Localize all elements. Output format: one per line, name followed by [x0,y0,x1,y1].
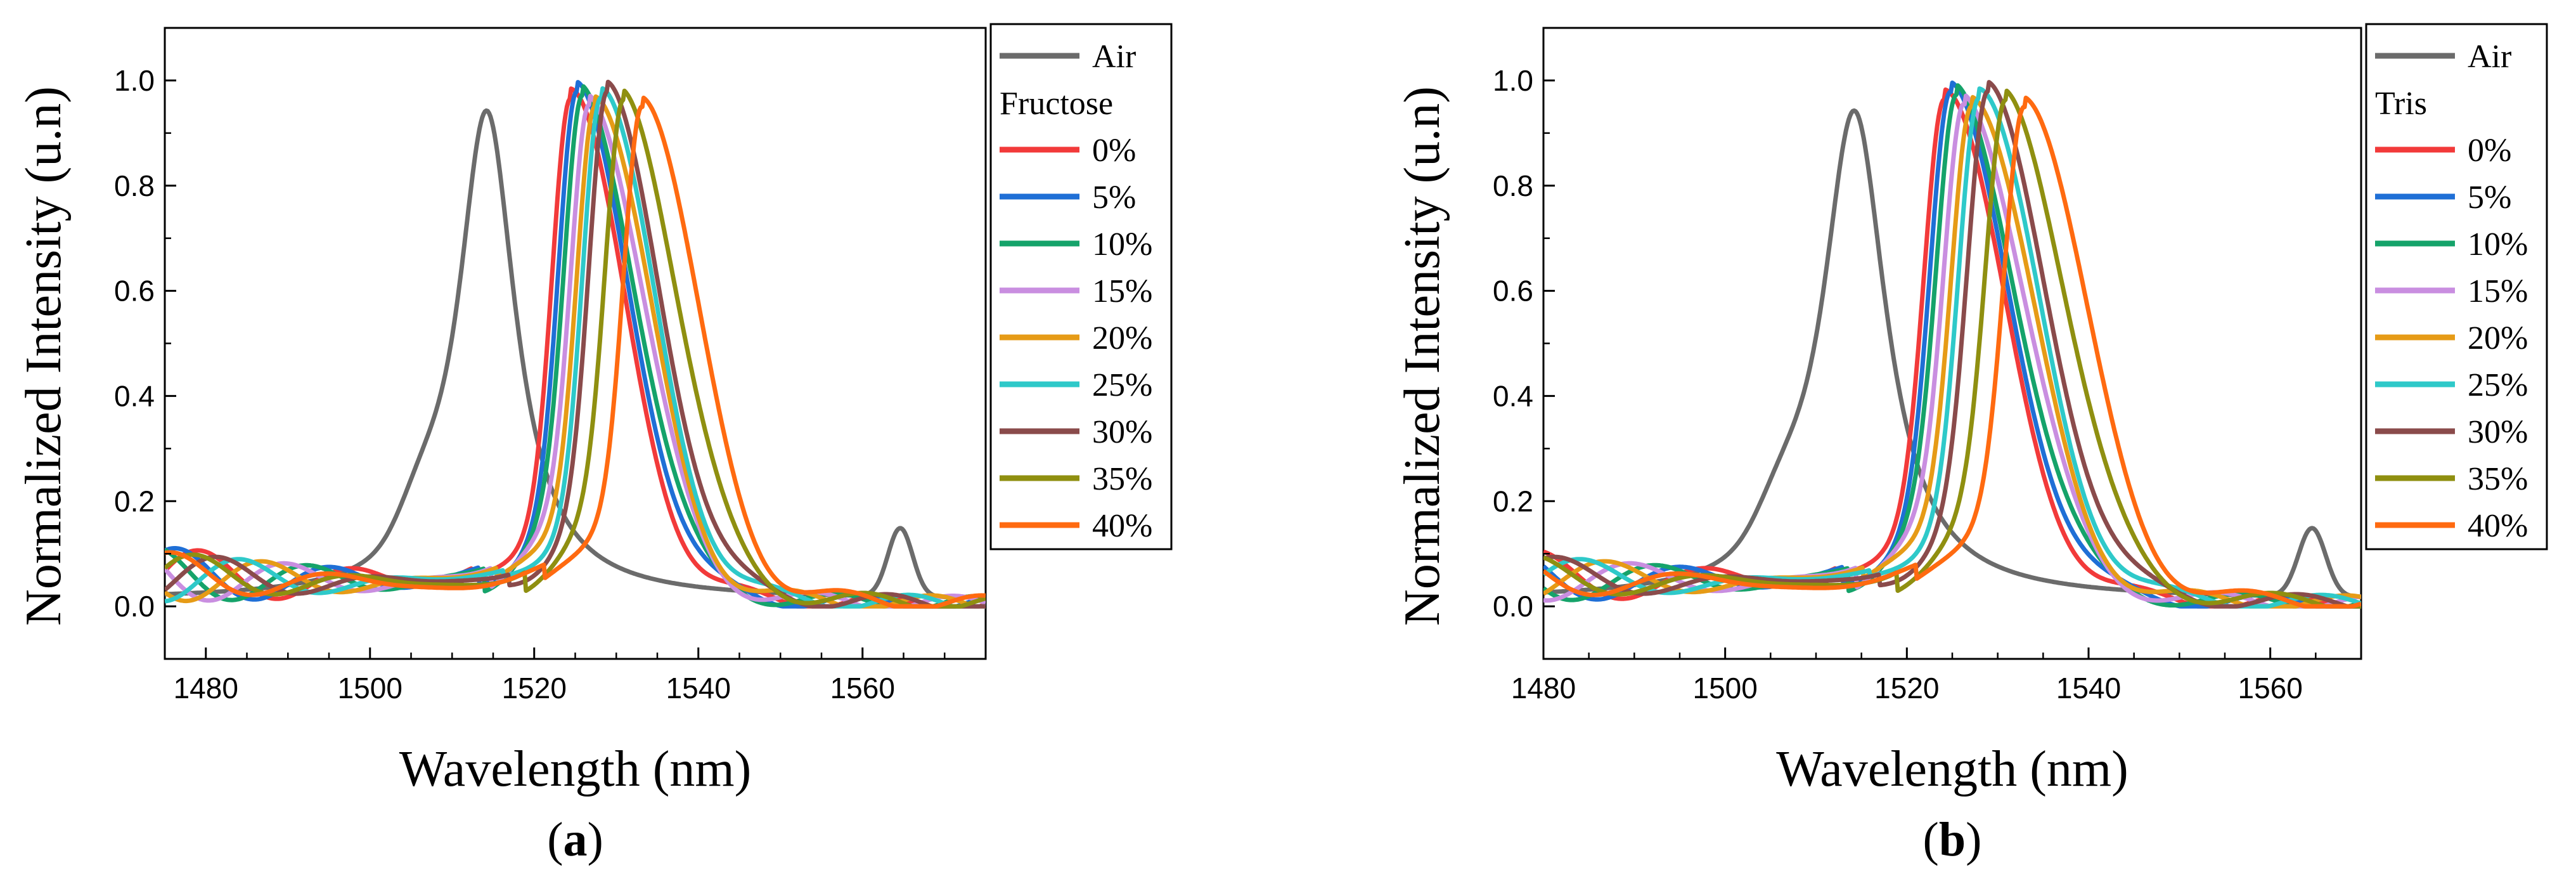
legend-label: 5% [1092,179,1136,216]
panel-b: 1480 1500 1520 1540 1560 0.0 0.2 0.4 0.6 0.8 1.0 Wa… [1394,23,2548,866]
x-tick-label: 1540 [666,672,731,705]
panel-letter: a [564,813,588,866]
y-tick-label: 0.4 [114,379,155,412]
x-tick-label: 1560 [830,672,895,705]
legend-label: 5% [2468,179,2511,216]
x-tick-label: 1480 [174,672,238,705]
legend-label: 20% [1092,320,1152,356]
x-tick-label: 1480 [1511,672,1576,705]
legend-label: 30% [2468,414,2528,450]
x-tick-label: 1500 [338,672,402,705]
panel-label: (a) [547,813,603,866]
legend: Air Fructose 0% 5% 10% 15% 20% 25% 30% 35% 40% [989,23,1173,550]
legend-label: 15% [1092,273,1152,309]
legend-heading: Fructose [1000,86,1113,122]
x-tick-label: 1520 [1874,672,1939,705]
legend-label: Air [1092,39,1136,75]
series-line-40pct [165,95,986,609]
y-tick-label: 0.0 [114,590,155,623]
y-tick-label: 1.0 [1493,64,1533,97]
y-tick-label: 0.8 [114,169,155,202]
y-tick-label: 1.0 [114,64,155,97]
y-axis-title: Normalized Intensity (u.n) [1394,86,1450,626]
legend-label: 20% [2468,320,2528,356]
series-line-30pct [1543,80,2361,609]
series-line-30pct [165,79,986,609]
y-tick-label: 0.6 [114,275,155,308]
series-lines [165,79,986,609]
y-tick-label: 0.0 [1493,590,1533,623]
x-tick-label: 1540 [2056,672,2121,705]
legend-label: 35% [2468,461,2528,497]
y-axis-title: Normalized Intensity (u.n) [16,86,72,626]
series-line-35pct [165,88,986,609]
legend-box [2365,23,2548,550]
x-axis-title: Wavelength (nm) [399,741,752,797]
y-tick-label: 0.4 [1493,379,1533,412]
series-line-35pct [1543,88,2361,609]
legend-label: 10% [2468,226,2528,263]
panel-a: 1480 1500 1520 1540 1560 0.0 0.2 0.4 0.6 0.8 1.0 Wa… [16,23,1173,866]
legend-label: 15% [2468,273,2528,309]
legend-label: Air [2468,39,2511,75]
legend-label: 35% [1092,461,1152,497]
legend-label: 30% [1092,414,1152,450]
panel-label: (b) [1923,813,1982,866]
legend: Air Tris 0% 5% 10% 15% 20% 25% 30% 35% 40% [2365,23,2548,550]
legend-label: 25% [1092,367,1152,403]
x-tick-label: 1520 [502,672,567,705]
series-lines [1543,80,2361,609]
x-tick-label: 1500 [1692,672,1757,705]
x-axis-title: Wavelength (nm) [1776,741,2128,797]
y-tick-label: 0.8 [1493,169,1533,202]
legend-label: 40% [1092,508,1152,544]
x-tick-label: 1560 [2238,672,2302,705]
legend-heading: Tris [2375,86,2427,122]
y-tick-label: 0.2 [114,485,155,517]
legend-label: 25% [2468,367,2528,403]
legend-label: 40% [2468,508,2528,544]
legend-label: 10% [1092,226,1152,263]
legend-label: 0% [2468,133,2511,169]
legend-box [989,23,1173,550]
y-tick-label: 0.2 [1493,485,1533,517]
legend-label: 0% [1092,133,1136,169]
panel-letter: b [1939,813,1966,866]
y-tick-label: 0.6 [1493,275,1533,308]
series-line-40pct [1543,95,2361,609]
